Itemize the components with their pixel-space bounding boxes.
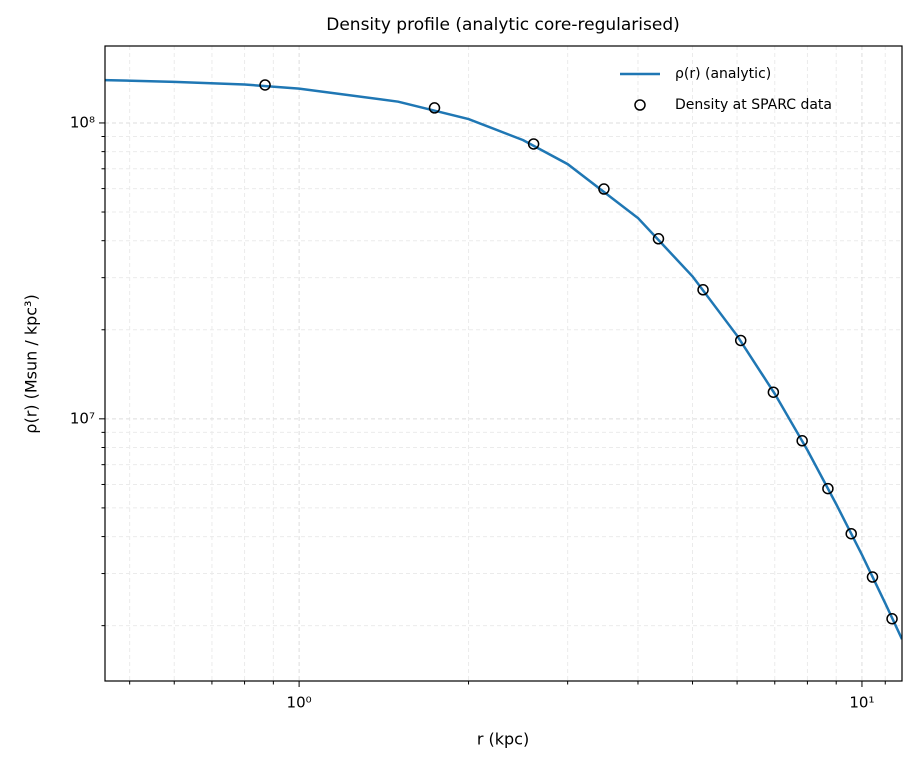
data-point bbox=[845, 527, 857, 540]
data-point bbox=[652, 233, 665, 245]
data-point bbox=[527, 138, 540, 150]
legend-swatch bbox=[634, 99, 646, 111]
line-series bbox=[105, 78, 902, 640]
data-point bbox=[428, 102, 441, 114]
plot-frame bbox=[104, 45, 903, 682]
data-point bbox=[767, 386, 780, 398]
data-point bbox=[734, 334, 747, 347]
data-point bbox=[886, 613, 898, 625]
y-tick-label: 10⁷ bbox=[70, 409, 95, 427]
y-tick-label: 10⁸ bbox=[70, 113, 95, 131]
legend-label: ρ(r) (analytic) bbox=[675, 66, 771, 82]
x-axis-label: r (kpc) bbox=[477, 730, 529, 749]
legend-label: Density at SPARC data bbox=[675, 97, 832, 113]
data-point bbox=[697, 284, 709, 296]
data-point bbox=[259, 79, 271, 91]
x-tick-label: 10¹ bbox=[849, 694, 874, 712]
x-tick-label: 10⁰ bbox=[287, 694, 312, 712]
chart-title: Density profile (analytic core-regularis… bbox=[326, 15, 680, 35]
data-point bbox=[796, 435, 808, 447]
plot-area bbox=[105, 78, 902, 640]
y-axis-label: ρ(r) (Msun / kpc³) bbox=[22, 294, 41, 433]
data-point bbox=[822, 482, 834, 495]
data-point bbox=[866, 571, 879, 583]
data-point bbox=[598, 183, 610, 195]
